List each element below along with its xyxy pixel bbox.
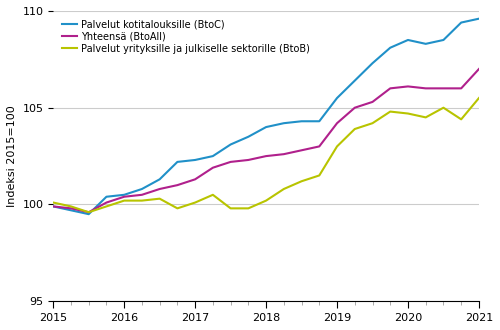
Palvelut kotitalouksille (BtoC)	[68, 208, 74, 212]
Yhteensä (BtoAll)	[104, 201, 110, 205]
Yhteensä (BtoAll)	[156, 187, 162, 191]
Yhteensä (BtoAll)	[246, 158, 252, 162]
Line: Palvelut kotitalouksille (BtoC): Palvelut kotitalouksille (BtoC)	[53, 19, 479, 214]
Palvelut yrityksille ja julkiselle sektorille (BtoB)	[210, 193, 216, 197]
Palvelut kotitalouksille (BtoC)	[422, 42, 428, 46]
Palvelut kotitalouksille (BtoC)	[458, 20, 464, 24]
Palvelut kotitalouksille (BtoC)	[192, 158, 198, 162]
Yhteensä (BtoAll)	[422, 86, 428, 90]
Yhteensä (BtoAll)	[86, 210, 91, 214]
Palvelut yrityksille ja julkiselle sektorille (BtoB)	[156, 197, 162, 201]
Palvelut kotitalouksille (BtoC)	[86, 212, 91, 216]
Palvelut yrityksille ja julkiselle sektorille (BtoB)	[68, 205, 74, 209]
Palvelut kotitalouksille (BtoC)	[263, 125, 269, 129]
Palvelut kotitalouksille (BtoC)	[281, 121, 287, 125]
Palvelut yrityksille ja julkiselle sektorille (BtoB)	[334, 145, 340, 148]
Yhteensä (BtoAll)	[50, 205, 56, 209]
Palvelut kotitalouksille (BtoC)	[156, 177, 162, 181]
Yhteensä (BtoAll)	[263, 154, 269, 158]
Legend: Palvelut kotitalouksille (BtoC), Yhteensä (BtoAll), Palvelut yrityksille ja julk: Palvelut kotitalouksille (BtoC), Yhteens…	[58, 16, 314, 57]
Palvelut yrityksille ja julkiselle sektorille (BtoB)	[422, 115, 428, 119]
Palvelut yrityksille ja julkiselle sektorille (BtoB)	[440, 106, 446, 110]
Palvelut kotitalouksille (BtoC)	[352, 79, 358, 82]
Yhteensä (BtoAll)	[174, 183, 180, 187]
Yhteensä (BtoAll)	[298, 148, 304, 152]
Yhteensä (BtoAll)	[68, 206, 74, 210]
Yhteensä (BtoAll)	[458, 86, 464, 90]
Yhteensä (BtoAll)	[476, 67, 482, 71]
Y-axis label: Indeksi 2015=100: Indeksi 2015=100	[7, 105, 17, 207]
Palvelut kotitalouksille (BtoC)	[174, 160, 180, 164]
Palvelut yrityksille ja julkiselle sektorille (BtoB)	[281, 187, 287, 191]
Palvelut kotitalouksille (BtoC)	[228, 143, 234, 147]
Yhteensä (BtoAll)	[316, 145, 322, 148]
Palvelut yrityksille ja julkiselle sektorille (BtoB)	[139, 199, 145, 203]
Palvelut yrityksille ja julkiselle sektorille (BtoB)	[370, 121, 376, 125]
Palvelut kotitalouksille (BtoC)	[316, 119, 322, 123]
Palvelut yrityksille ja julkiselle sektorille (BtoB)	[263, 199, 269, 203]
Yhteensä (BtoAll)	[139, 193, 145, 197]
Line: Palvelut yrityksille ja julkiselle sektorille (BtoB): Palvelut yrityksille ja julkiselle sekto…	[53, 98, 479, 212]
Palvelut kotitalouksille (BtoC)	[405, 38, 411, 42]
Yhteensä (BtoAll)	[192, 177, 198, 181]
Palvelut yrityksille ja julkiselle sektorille (BtoB)	[228, 206, 234, 210]
Palvelut yrityksille ja julkiselle sektorille (BtoB)	[352, 127, 358, 131]
Palvelut yrityksille ja julkiselle sektorille (BtoB)	[458, 117, 464, 121]
Palvelut kotitalouksille (BtoC)	[104, 195, 110, 199]
Yhteensä (BtoAll)	[121, 195, 127, 199]
Palvelut kotitalouksille (BtoC)	[298, 119, 304, 123]
Palvelut yrityksille ja julkiselle sektorille (BtoB)	[476, 96, 482, 100]
Palvelut yrityksille ja julkiselle sektorille (BtoB)	[298, 179, 304, 183]
Yhteensä (BtoAll)	[387, 86, 393, 90]
Yhteensä (BtoAll)	[370, 100, 376, 104]
Palvelut kotitalouksille (BtoC)	[370, 61, 376, 65]
Line: Yhteensä (BtoAll): Yhteensä (BtoAll)	[53, 69, 479, 212]
Palvelut kotitalouksille (BtoC)	[246, 135, 252, 139]
Palvelut kotitalouksille (BtoC)	[440, 38, 446, 42]
Palvelut yrityksille ja julkiselle sektorille (BtoB)	[316, 174, 322, 178]
Yhteensä (BtoAll)	[440, 86, 446, 90]
Palvelut kotitalouksille (BtoC)	[476, 17, 482, 21]
Palvelut yrityksille ja julkiselle sektorille (BtoB)	[405, 112, 411, 115]
Yhteensä (BtoAll)	[334, 121, 340, 125]
Palvelut yrityksille ja julkiselle sektorille (BtoB)	[104, 205, 110, 209]
Palvelut yrityksille ja julkiselle sektorille (BtoB)	[192, 201, 198, 205]
Palvelut yrityksille ja julkiselle sektorille (BtoB)	[174, 206, 180, 210]
Palvelut kotitalouksille (BtoC)	[387, 46, 393, 50]
Palvelut yrityksille ja julkiselle sektorille (BtoB)	[387, 110, 393, 114]
Palvelut kotitalouksille (BtoC)	[121, 193, 127, 197]
Yhteensä (BtoAll)	[228, 160, 234, 164]
Palvelut yrityksille ja julkiselle sektorille (BtoB)	[246, 206, 252, 210]
Palvelut kotitalouksille (BtoC)	[210, 154, 216, 158]
Palvelut kotitalouksille (BtoC)	[334, 96, 340, 100]
Yhteensä (BtoAll)	[281, 152, 287, 156]
Palvelut yrityksille ja julkiselle sektorille (BtoB)	[50, 201, 56, 205]
Yhteensä (BtoAll)	[405, 84, 411, 88]
Yhteensä (BtoAll)	[210, 166, 216, 170]
Yhteensä (BtoAll)	[352, 106, 358, 110]
Palvelut kotitalouksille (BtoC)	[50, 205, 56, 209]
Palvelut kotitalouksille (BtoC)	[139, 187, 145, 191]
Palvelut yrityksille ja julkiselle sektorille (BtoB)	[86, 210, 91, 214]
Palvelut yrityksille ja julkiselle sektorille (BtoB)	[121, 199, 127, 203]
